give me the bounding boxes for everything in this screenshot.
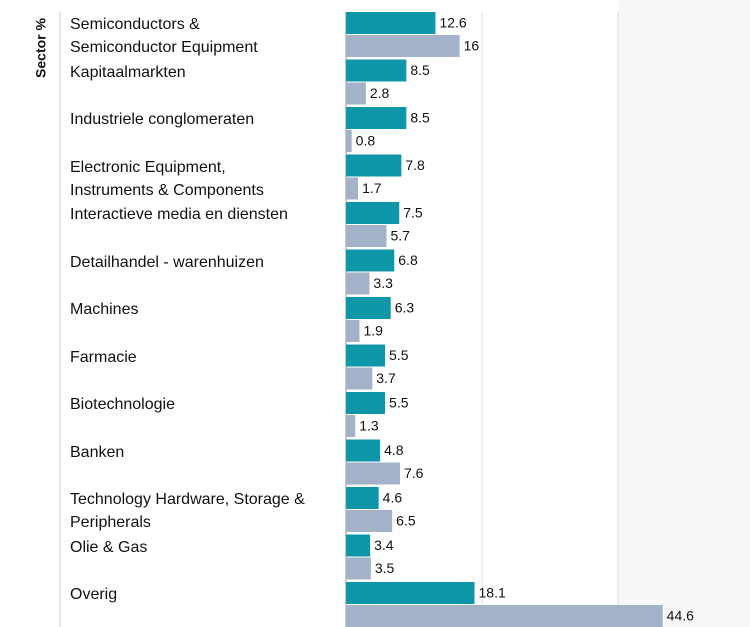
- category-label: Biotechnologie: [70, 396, 175, 413]
- value-label: 5.5: [389, 395, 409, 411]
- value-label: 44.6: [667, 608, 694, 624]
- bar: [346, 439, 381, 462]
- bar: [346, 320, 360, 342]
- bar: [346, 487, 379, 509]
- bar: [346, 249, 395, 272]
- value-label: 3.4: [374, 537, 394, 553]
- value-label: 6.5: [396, 513, 416, 529]
- value-label: 0.8: [356, 133, 376, 149]
- bar: [346, 344, 386, 367]
- value-label: 7.8: [405, 157, 425, 173]
- value-label: 8.5: [410, 62, 430, 78]
- bar: [346, 154, 402, 177]
- category-label: Machines: [70, 301, 139, 318]
- value-label: 3.3: [373, 275, 393, 291]
- bar: [346, 462, 400, 485]
- category-label: Banken: [70, 443, 125, 461]
- value-label: 2.8: [370, 85, 390, 101]
- bar: [346, 107, 407, 129]
- value-label: 7.5: [403, 205, 423, 221]
- value-label: 5.7: [390, 228, 410, 244]
- bar: [346, 297, 391, 319]
- panel-shade: [618, 0, 750, 627]
- value-label: 6.8: [398, 252, 418, 268]
- bar: [346, 392, 386, 414]
- y-axis-label: Sector %: [33, 17, 49, 77]
- bar: [346, 35, 460, 57]
- category-label: Detailhandel - warenhuizen: [70, 253, 264, 271]
- bar: [346, 225, 387, 247]
- value-label: 8.5: [410, 110, 430, 126]
- bar: [346, 12, 436, 34]
- bar: [346, 130, 352, 152]
- value-label: 3.5: [375, 560, 395, 576]
- category-label: Farmacie: [70, 348, 137, 366]
- bar: [346, 82, 366, 105]
- category-label: Olie & Gas: [70, 538, 148, 556]
- bar: [346, 605, 663, 627]
- value-label: 16: [464, 38, 480, 54]
- bar: [346, 415, 356, 437]
- category-label: Electronic Equipment, Instruments & Comp…: [70, 158, 264, 199]
- value-label: 1.7: [362, 180, 382, 196]
- bar: [346, 534, 371, 557]
- category-label: Semiconductors & Semiconductor Equipment: [70, 16, 258, 56]
- value-label: 3.7: [376, 370, 396, 386]
- bar: [346, 510, 393, 532]
- category-label: Industriele conglomeraten: [70, 111, 255, 128]
- value-label: 6.3: [395, 300, 415, 316]
- value-label: 4.6: [383, 490, 403, 506]
- category-label: Kapitaalmarkten: [70, 63, 186, 81]
- bar: [346, 272, 370, 295]
- bar: [346, 367, 373, 390]
- category-label: Overig: [70, 586, 118, 603]
- category-label: Technology Hardware, Storage & Periphera…: [70, 491, 305, 531]
- value-label: 18.1: [479, 585, 506, 601]
- bar: [346, 59, 407, 82]
- value-label: 5.5: [389, 347, 409, 363]
- bar: [346, 177, 359, 200]
- value-label: 4.8: [384, 442, 404, 458]
- bar: [346, 202, 400, 224]
- bar: [346, 557, 371, 580]
- value-label: 1.3: [359, 418, 379, 434]
- value-label: 12.6: [439, 15, 466, 31]
- category-label: Interactieve media en diensten: [70, 206, 288, 223]
- value-label: 1.9: [363, 323, 383, 339]
- bar: [346, 582, 475, 604]
- value-label: 7.6: [404, 465, 424, 481]
